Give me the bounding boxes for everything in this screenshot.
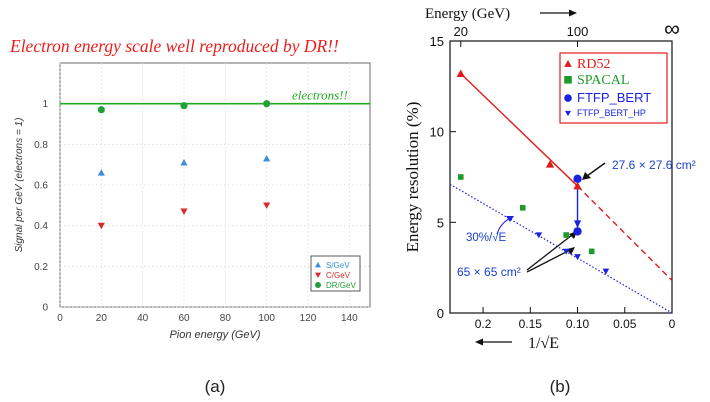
data-point [519, 205, 526, 211]
x-axis-label: Pion energy (GeV) [169, 329, 260, 341]
legend-label: DR/GeV [326, 281, 356, 290]
y-axis-label: Energy resolution (%) [403, 102, 422, 253]
y-tick-label: 15 [430, 34, 444, 49]
top-axis-arrow [540, 9, 577, 17]
top-tick-label: ∞ [664, 16, 680, 41]
y-tick-label: 5 [437, 215, 444, 230]
panel-b: Energy (GeV) 0.2 0.15 0.10 0.05 0 0 5 10 15 20 100… [403, 6, 696, 396]
data-point [457, 174, 464, 180]
legend-label: C/GeV [326, 271, 351, 280]
data-point [563, 232, 569, 238]
legend-marker [565, 110, 571, 117]
data-point [574, 254, 581, 261]
bottom-axis-arrow [475, 338, 512, 346]
legend-marker [564, 60, 572, 67]
data-point [97, 106, 105, 114]
data-point [180, 102, 188, 110]
x-tick-label: 80 [220, 313, 232, 324]
axis-ticks: 0 20 40 60 80 100 120 140 0 0.2 0.4 0.6 0.8 1 [34, 99, 358, 324]
y-tick-label: 1 [42, 99, 48, 110]
data-point [456, 69, 465, 77]
annotation-arrows [496, 162, 606, 273]
fit-line [577, 185, 673, 281]
annotation-stochastic-term: 30%/√E [466, 231, 507, 244]
data-point [573, 181, 582, 190]
data-points [456, 69, 610, 275]
x-tick-label: 0.10 [566, 317, 590, 331]
legend-label: RD52 [577, 57, 610, 72]
x-tick-label: 0 [669, 317, 676, 331]
legend-label: S/GeV [326, 261, 350, 270]
plot-frame [449, 40, 673, 314]
x-tick-label: 0.2 [475, 317, 492, 331]
fit-lines [449, 73, 673, 314]
x-tick-label: 40 [137, 313, 149, 324]
x-tick-label: 0 [57, 313, 63, 324]
y-tick-label: 0.6 [34, 181, 48, 192]
y-tick-label: 0 [437, 306, 444, 321]
data-point [263, 202, 271, 209]
y-tick-label: 0.4 [34, 221, 48, 232]
chart-title: Electron energy scale well reproduced by… [9, 36, 339, 56]
y-tick-label: 10 [430, 125, 444, 140]
legend-label: FTFP_BERT_HP [577, 108, 646, 118]
data-point [180, 208, 188, 216]
x-axis-label: 1/√E [528, 335, 559, 352]
annotation-65-cm: 65 × 65 cm² [457, 265, 521, 279]
data-point [588, 248, 595, 255]
data-point [545, 160, 555, 168]
y-tick-label: 0.8 [34, 140, 48, 151]
data-point [573, 174, 582, 184]
x-tick-label: 0.15 [519, 317, 543, 331]
data-point [97, 169, 105, 176]
fit-line [460, 73, 579, 187]
panel-a: Electron energy scale well reproduced by… [9, 36, 371, 396]
panel-label-b: (b) [550, 377, 571, 396]
legend-label: SPACAL [577, 73, 629, 88]
x-tick-label: 0.05 [613, 317, 637, 331]
y-tick-label: 0.2 [34, 262, 48, 273]
top-axis-label: Energy (GeV) [425, 6, 510, 22]
data-point [180, 159, 188, 166]
x-tick-label: 20 [96, 313, 108, 324]
legend-label: FTFP_BERT [577, 90, 651, 105]
data-points [97, 100, 271, 230]
legend-marker [564, 76, 572, 84]
x-tick-label: 140 [341, 313, 358, 324]
data-point [602, 268, 610, 275]
data-point [263, 154, 271, 162]
axis-ticks: 0.2 0.15 0.10 0.05 0 0 5 10 15 20 100 ∞ [430, 16, 680, 331]
y-tick-label: 0 [42, 303, 48, 314]
x-tick-label: 120 [300, 313, 317, 324]
legend-marker [315, 272, 321, 278]
legend-box [559, 52, 668, 124]
data-point [263, 100, 271, 108]
legend-marker [315, 262, 321, 268]
panel-label-a: (a) [205, 377, 226, 396]
annotation-27-6-cm: 27.6 × 27.6 cm² [612, 158, 696, 172]
top-tick-label: 20 [454, 24, 468, 39]
y-axis-label: Signal per GeV (electrons = 1) [14, 118, 25, 253]
data-point [535, 232, 543, 239]
legend-marker [315, 282, 321, 288]
data-point [562, 248, 570, 255]
electrons-label: electrons!! [292, 88, 348, 103]
x-tick-label: 100 [258, 313, 275, 324]
top-tick-label: 100 [567, 24, 589, 39]
fit-line [449, 183, 673, 314]
x-tick-label: 60 [178, 313, 190, 324]
data-point [97, 222, 105, 230]
legend-marker [564, 94, 572, 102]
data-point [573, 227, 582, 236]
